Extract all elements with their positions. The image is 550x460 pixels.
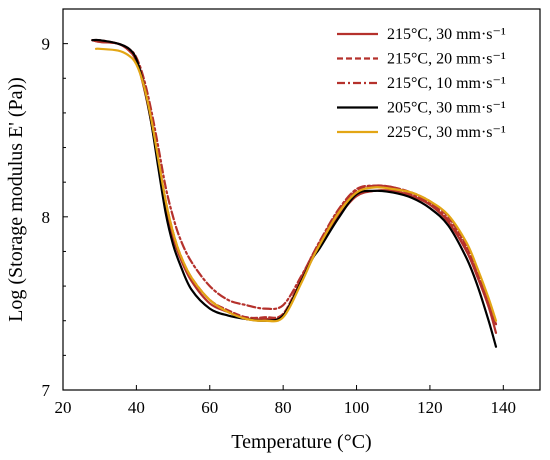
y-axis-label: Log (Storage modulus E' (Pa)) — [5, 77, 27, 322]
y-tick-label: 7 — [42, 381, 51, 400]
x-tick-label: 60 — [201, 398, 218, 417]
x-tick-label: 80 — [275, 398, 292, 417]
y-tick-label: 8 — [42, 208, 51, 227]
legend-label: 215°C, 30 mm·s⁻¹ — [387, 26, 506, 43]
legend-label: 215°C, 20 mm·s⁻¹ — [387, 51, 506, 68]
legend-label: 225°C, 30 mm·s⁻¹ — [387, 124, 506, 141]
series-line-3 — [91, 38, 498, 326]
series-line-5 — [94, 47, 498, 323]
y-tick-label: 9 — [42, 35, 51, 54]
x-axis-label: Temperature (°C) — [231, 431, 371, 453]
legend: 215°C, 30 mm·s⁻¹ 215°C, 20 mm·s⁻¹ 215°C, 1… — [337, 26, 506, 141]
tick-marks — [62, 43, 504, 391]
tick-labels: 20 40 60 80 100 120 140 7 8 9 — [42, 35, 517, 417]
x-tick-label: 20 — [55, 398, 72, 417]
x-tick-label: 140 — [491, 398, 517, 417]
legend-label: 215°C, 10 mm·s⁻¹ — [387, 75, 506, 92]
x-tick-label: 120 — [417, 398, 443, 417]
series-lines — [91, 38, 498, 348]
plot-frame — [62, 8, 541, 391]
x-tick-label: 100 — [344, 398, 370, 417]
x-tick-label: 40 — [128, 398, 145, 417]
legend-label: 205°C, 30 mm·s⁻¹ — [387, 100, 506, 117]
